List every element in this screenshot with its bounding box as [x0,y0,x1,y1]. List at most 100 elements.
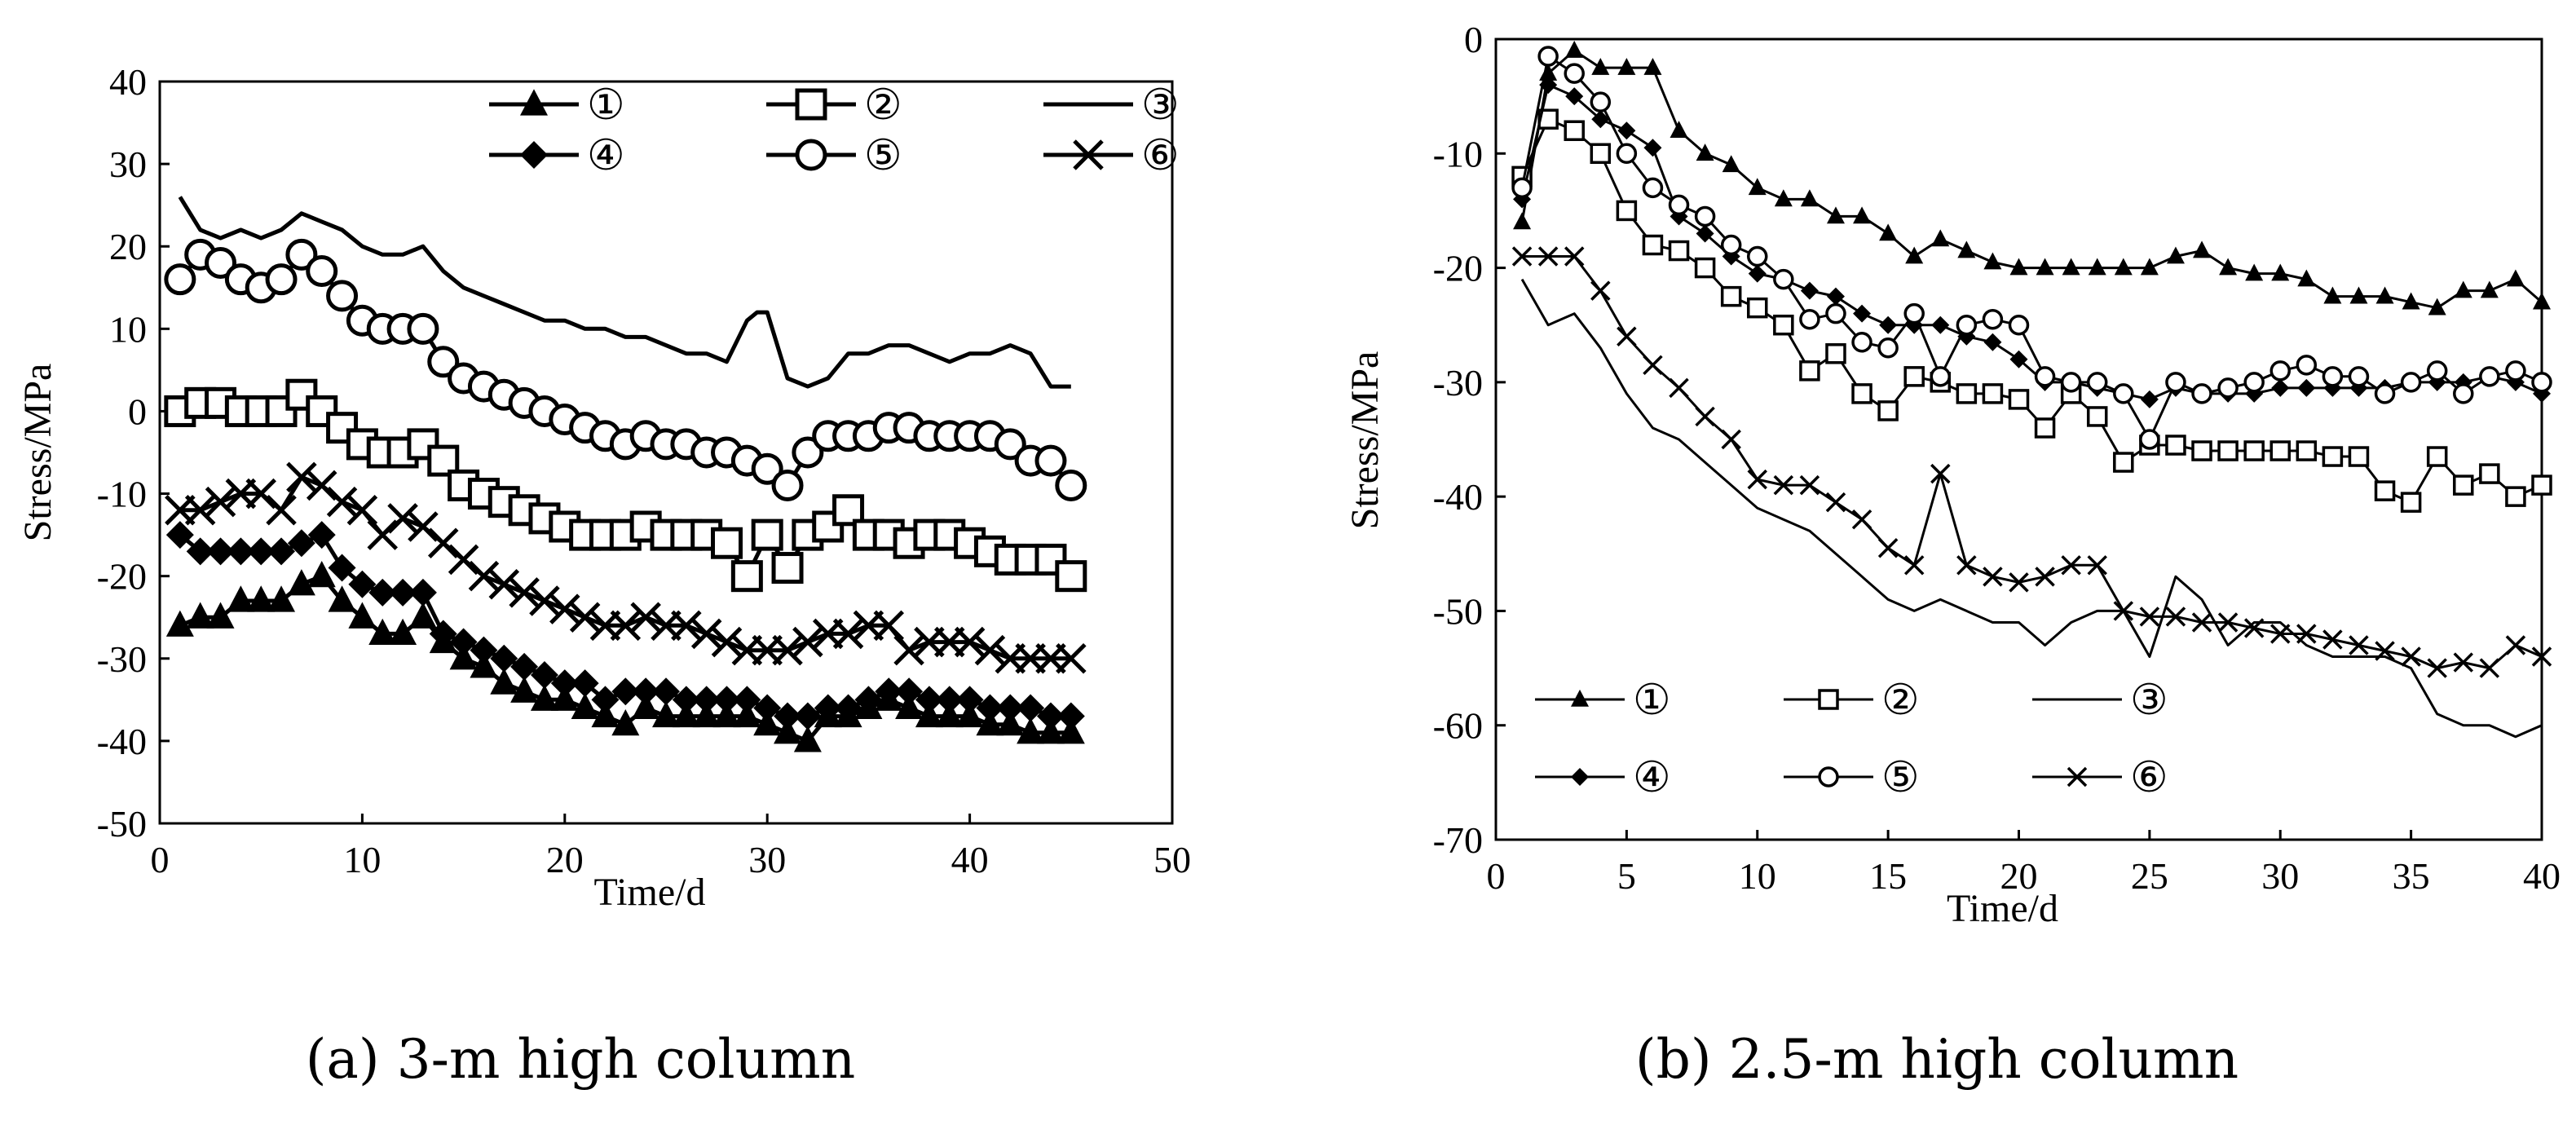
data-point [1590,280,1611,301]
data-point [367,519,399,550]
data-point [2296,440,2318,461]
data-point [832,494,865,527]
data-point [954,626,986,658]
data-point [1748,178,1767,196]
data-point [1956,555,1977,576]
data-point [1643,355,1663,376]
x-tick-label: 30 [748,839,786,880]
data-point [711,626,743,658]
data-point [2480,280,2499,298]
x-tick-label: 20 [2000,855,2038,897]
legend-label: ⑥ [2130,753,2168,802]
data-point [550,669,579,698]
x-tick-label: 10 [1739,855,1776,897]
data-point [915,686,943,714]
x-tick-label: 30 [2261,855,2299,897]
series-line [1522,255,2543,670]
data-point [1670,121,1688,139]
data-point [2139,607,2160,627]
data-point [2375,641,2395,661]
x-tick-label: 0 [151,839,170,880]
data-point [632,692,660,720]
data-point [326,412,359,444]
legend-label: ④ [1633,753,1671,802]
data-point [1642,234,1664,256]
data-point [711,527,743,559]
data-point [692,686,721,714]
data-point [895,692,924,720]
data-point [1983,567,2003,587]
data-point [1853,304,1872,323]
legend-marker [1571,689,1589,707]
data-point [893,634,924,666]
data-point [632,677,660,706]
data-point [247,537,276,566]
x-tick-label: 40 [951,839,989,880]
data-point [184,495,216,526]
x-tick-label: 5 [1617,855,1636,897]
data-point [976,694,1004,722]
data-point [1957,240,1976,258]
series-6 [165,461,1087,674]
data-point [1930,463,1951,484]
legend-marker [520,141,548,169]
data-point [591,686,620,714]
data-point [1825,492,1846,513]
data-point [346,495,378,526]
y-tick-label: -20 [97,556,147,598]
data-point [1748,264,1767,283]
data-point [2061,555,2081,576]
data-point [774,717,802,744]
data-point [1982,383,2004,404]
data-point [2533,292,2551,310]
data-point [2322,366,2344,387]
data-point [610,610,642,642]
data-point [1800,189,1819,207]
data-point [2505,486,2526,507]
data-point [2270,624,2291,644]
data-point [1799,360,1820,382]
data-point [1747,245,1768,267]
data-point [408,511,439,542]
data-point [1931,229,1950,247]
data-point [2034,366,2056,387]
legend-marker [1571,768,1589,786]
data-point [1930,366,1952,387]
data-point [611,677,640,706]
data-point [1851,383,1872,404]
data-point [470,651,498,678]
data-point [427,346,460,378]
legend-marker [1818,689,1839,710]
data-point [328,554,356,582]
legend-item-2: ② [1784,676,1920,725]
data-point [490,644,518,673]
data-point [2322,446,2344,467]
data-point [2140,258,2159,276]
data-point [2401,646,2421,667]
data-point [368,618,397,646]
data-point [1826,206,1845,224]
data-point [186,602,214,629]
data-point [2113,601,2134,621]
legend-item-5: ⑤ [1784,753,1920,802]
data-point [1668,240,1690,262]
y-tick-label: -70 [1433,819,1483,861]
data-point [814,694,842,722]
data-point [1695,406,1715,427]
data-point [2296,355,2318,376]
data-point [2426,360,2448,382]
data-point [2139,429,2160,450]
data-point [205,246,237,279]
data-point [2086,372,2108,393]
data-point [1747,297,1768,319]
data-point [2166,246,2185,264]
series-5 [1511,46,2552,450]
data-point [448,544,479,576]
data-point [407,312,439,345]
data-point [1537,246,1559,267]
y-tick-label: -10 [1433,133,1483,174]
chart-a-3m-column: 0 10 20 30 40 50 40 30 20 10 0 -10 -20 -30 -40 -50 Time/… [16,61,1191,914]
data-point [976,708,1004,736]
data-point [994,428,1026,461]
data-point [2374,383,2396,404]
